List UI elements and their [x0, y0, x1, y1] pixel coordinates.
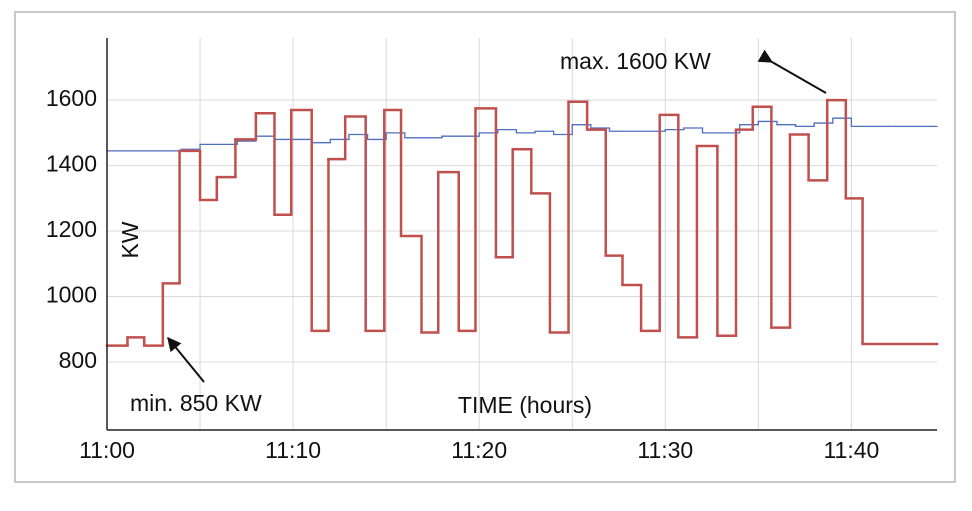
y-tick-label: 800 — [59, 347, 97, 373]
annotation: max. 1600 KW — [560, 48, 711, 74]
y-tick-label: 1000 — [46, 282, 97, 308]
y-tick-label: 1600 — [46, 85, 97, 111]
frame — [14, 11, 956, 483]
x-tick-label: 11:40 — [823, 437, 879, 463]
x-tick-label: 11:30 — [637, 437, 693, 463]
x-tick-label: 11:20 — [451, 437, 507, 463]
annotation: min. 850 KW — [130, 390, 262, 416]
annotation-arrow — [757, 49, 827, 94]
annotation-arrow — [167, 336, 205, 383]
x-axis-label: TIME (hours) — [458, 392, 592, 418]
y-tick-label: 1400 — [46, 151, 97, 177]
y-axis-label: KW — [117, 221, 143, 258]
y-tick-label: 1200 — [46, 216, 97, 242]
x-tick-label: 11:10 — [265, 437, 321, 463]
x-tick-label: 11:00 — [79, 437, 135, 463]
